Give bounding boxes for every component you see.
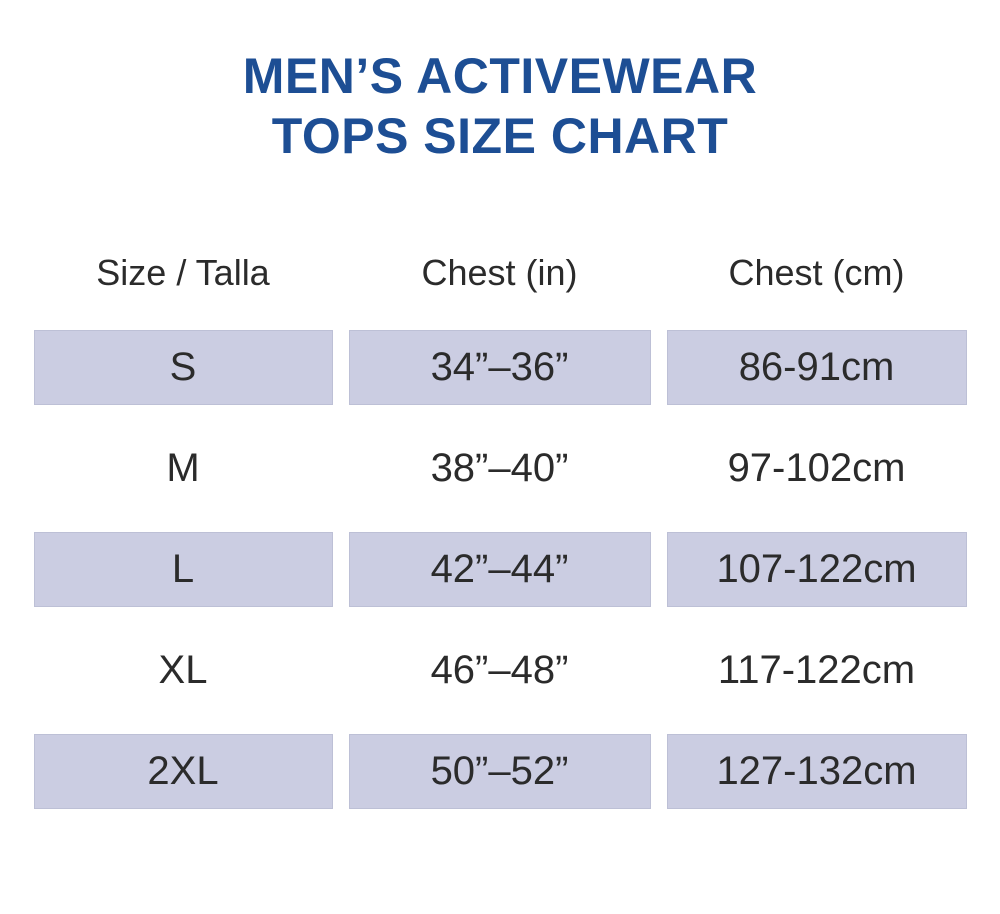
chest-in-cell: 34”–36” [348, 330, 651, 405]
chest-in-cell: 38”–40” [430, 446, 569, 490]
chest-cm-cell: 107-122cm [666, 532, 967, 607]
column-header-chest-in: Chest (in) [421, 252, 578, 293]
size-table: Size / Talla Chest (in) Chest (cm) S 34”… [33, 252, 967, 809]
chest-in-cell: 46”–48” [430, 648, 569, 692]
page-title-line-2: TOPS SIZE CHART [271, 108, 729, 164]
size-cell: XL [158, 648, 208, 692]
page-title-line-1: MEN’S ACTIVEWEAR [242, 48, 758, 104]
size-cell: 2XL [33, 734, 333, 809]
chest-cm-cell: 97-102cm [727, 446, 906, 490]
chest-cm-cell: 86-91cm [666, 330, 967, 405]
chest-in-cell: 50”–52” [348, 734, 651, 809]
page-title: MEN’S ACTIVEWEAR TOPS SIZE CHART [0, 0, 1000, 166]
chest-cm-cell: 127-132cm [666, 734, 967, 809]
size-cell: L [33, 532, 333, 607]
table-row-xl: XL 46”–48” 117-122cm [34, 633, 967, 708]
table-row-s: S 34”–36” 86-91cm [33, 330, 967, 405]
table-row-2xl: 2XL 50”–52” 127-132cm [33, 734, 967, 809]
table-row-l: L 42”–44” 107-122cm [33, 532, 967, 607]
chest-in-cell: 42”–44” [348, 532, 651, 607]
column-header-chest-cm: Chest (cm) [728, 252, 905, 293]
table-body: S 34”–36” 86-91cm M 38”–40” 97-102cm L 4… [33, 330, 967, 809]
table-row-m: M 38”–40” 97-102cm [34, 431, 967, 506]
size-cell: S [33, 330, 333, 405]
table-header-row: Size / Talla Chest (in) Chest (cm) [34, 252, 967, 294]
size-cell: M [166, 446, 200, 490]
column-header-size: Size / Talla [96, 252, 270, 293]
chest-cm-cell: 117-122cm [717, 648, 916, 692]
